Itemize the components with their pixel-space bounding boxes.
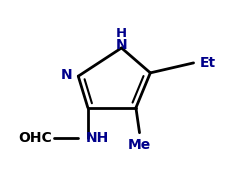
Text: N: N	[61, 68, 72, 81]
Text: Me: Me	[128, 138, 151, 152]
Text: Et: Et	[200, 56, 216, 70]
Text: H: H	[116, 27, 127, 40]
Text: NH: NH	[86, 131, 109, 145]
Text: N: N	[116, 38, 127, 52]
Text: OHC: OHC	[18, 131, 52, 145]
